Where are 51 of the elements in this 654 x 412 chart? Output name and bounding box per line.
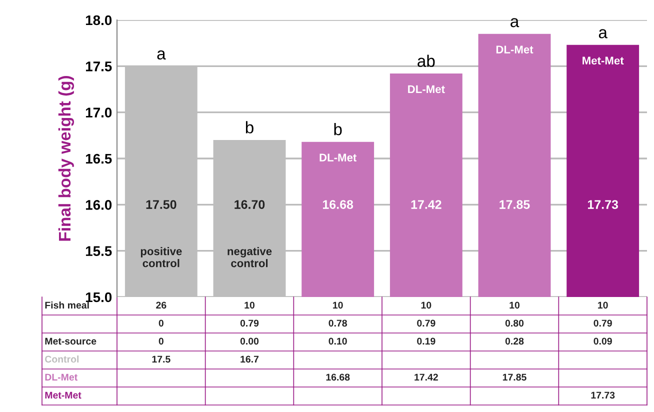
data-label: 16.70 [234,200,265,209]
text: 17.5 [152,356,170,363]
data-label: 17.50 [146,200,176,209]
annotation: ab [418,54,435,67]
y-tick-label: 17.0 [86,108,112,118]
y-tick-label: 15.5 [86,246,112,256]
x-tick-label: positive control [140,247,182,268]
text: 16.68 [326,374,350,381]
annotation: b [334,123,342,136]
text: 26 [156,302,166,309]
y-tick-label: 18.0 [86,15,112,26]
text: 16.7 [240,356,259,363]
text: 17.85 [502,374,526,381]
annotation: a [157,50,166,60]
text: 0.78 [328,320,347,327]
y-tick-label: 15.0 [86,292,112,302]
text: 0.28 [505,338,524,345]
text: Control [45,355,79,363]
text: 0.79 [240,320,259,327]
text: DL-Met [45,374,78,381]
x-tick-label: negative control [228,247,272,268]
text: Met-Met [45,392,82,399]
data-label: 16.68 [322,200,354,209]
annotation: a [598,29,608,38]
text: 0 [158,320,164,327]
text: 0.00 [240,338,259,345]
text: 17.73 [591,392,615,399]
text: 0.80 [505,320,524,327]
text: 10 [333,302,343,309]
text: 10 [244,302,255,309]
y-tick-label: 16.0 [86,200,112,210]
text: 0 [158,338,164,345]
y-tick-label: 16.5 [86,154,112,164]
annotation: b [246,121,254,134]
text: Fish meal [45,301,89,309]
text: 0.09 [594,338,612,345]
text: 0.10 [328,338,347,345]
text: 10 [510,302,520,309]
text: 0.19 [417,338,436,345]
data-label: 17.85 [500,200,530,209]
data-label: 17.42 [411,200,442,209]
text: 17.42 [414,374,438,381]
text: 10 [598,302,608,309]
y-axis-title: Final body weight (g) [58,76,74,241]
data-label: 17.73 [588,200,618,209]
text: Met-source [45,338,96,345]
text: 0.79 [417,320,436,327]
annotation: a [510,18,520,28]
y-tick-label: 17.5 [86,62,112,72]
text: 10 [421,302,432,309]
text: 0.79 [594,320,612,327]
